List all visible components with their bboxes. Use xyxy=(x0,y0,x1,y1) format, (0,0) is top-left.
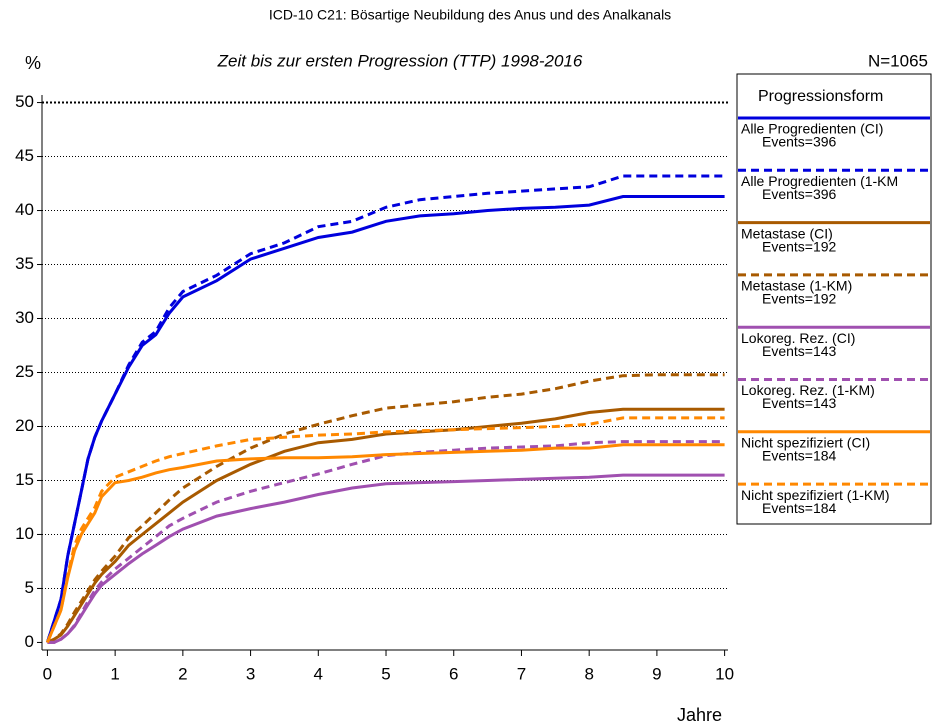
legend-events: Events=143 xyxy=(762,343,837,359)
legend-label: Metastase (CI) xyxy=(741,225,833,241)
series-line xyxy=(45,174,725,643)
legend-label: Nicht spezifiziert (CI) xyxy=(741,435,870,451)
chart-title: ICD-10 C21: Bösartige Neubildung des Anu… xyxy=(269,7,671,23)
y-tick-label: 0 xyxy=(25,632,34,651)
y-tick-label: 35 xyxy=(15,254,34,273)
y-tick-label: 10 xyxy=(15,524,34,543)
series-line xyxy=(47,440,725,644)
legend-label: Nicht spezifiziert (1-KM) xyxy=(741,487,890,503)
x-tick-label: 7 xyxy=(517,664,526,683)
legend-label: Metastase (1-KM) xyxy=(741,278,852,294)
annotation: N=1065 xyxy=(868,51,928,70)
legend-events: Events=184 xyxy=(762,500,837,516)
x-tick-label: 8 xyxy=(584,664,593,683)
legend-label: Lokoreg. Rez. (1-KM) xyxy=(741,382,875,398)
legend-events: Events=192 xyxy=(762,291,837,307)
x-tick-label: 10 xyxy=(715,664,734,683)
y-tick-label: 20 xyxy=(15,416,34,435)
legend-events: Events=143 xyxy=(762,395,837,411)
legend-events: Events=396 xyxy=(762,134,837,150)
x-tick-label: 6 xyxy=(449,664,458,683)
series-line xyxy=(46,443,725,643)
legend-events: Events=184 xyxy=(762,448,837,464)
x-tick-label: 5 xyxy=(381,664,390,683)
y-tick-label: 40 xyxy=(15,200,34,219)
x-tick-label: 4 xyxy=(314,664,323,683)
y-tick-label: 5 xyxy=(25,578,34,597)
x-tick-label: 2 xyxy=(178,664,187,683)
x-tick-label: 9 xyxy=(652,664,661,683)
chart-subtitle: Zeit bis zur ersten Progression (TTP) 19… xyxy=(217,51,583,70)
legend-label: Alle Progredienten (CI) xyxy=(741,121,883,137)
series-line xyxy=(46,373,725,644)
legend-events: Events=192 xyxy=(762,238,837,254)
series-line xyxy=(45,195,725,643)
y-tick-label: 30 xyxy=(15,308,34,327)
x-tick-label: 3 xyxy=(246,664,255,683)
x-tick-label: 0 xyxy=(43,664,52,683)
y-tick-label: 15 xyxy=(15,470,34,489)
series-line xyxy=(47,473,725,644)
y-tick-label: 45 xyxy=(15,146,34,165)
x-tick-label: 1 xyxy=(110,664,119,683)
y-axis-label: % xyxy=(25,53,41,73)
series-line xyxy=(46,416,725,643)
legend-label: Lokoreg. Rez. (CI) xyxy=(741,330,855,346)
legend-title: Progressionsform xyxy=(758,88,883,105)
series-line xyxy=(46,407,725,644)
legend-label: Alle Progredienten (1-KM xyxy=(741,173,898,189)
legend-events: Events=396 xyxy=(762,186,837,202)
legend-box xyxy=(736,73,932,525)
y-tick-label: 50 xyxy=(15,92,34,111)
x-axis-label: Jahre xyxy=(677,705,722,725)
y-tick-label: 25 xyxy=(15,362,34,381)
